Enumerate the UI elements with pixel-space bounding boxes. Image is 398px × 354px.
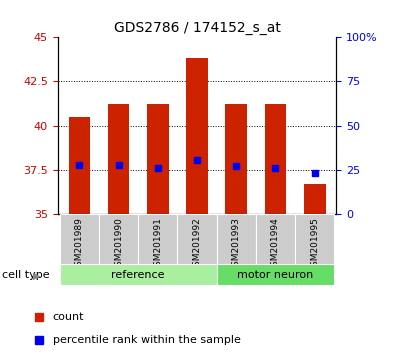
Bar	[147, 104, 169, 214]
Bar	[68, 117, 90, 214]
Text: GSM201992: GSM201992	[193, 217, 201, 272]
Bar	[217, 264, 334, 285]
Text: ▶: ▶	[33, 270, 41, 280]
Bar	[225, 104, 247, 214]
Text: reference: reference	[111, 270, 165, 280]
Bar	[265, 104, 286, 214]
Text: GSM201995: GSM201995	[310, 217, 319, 272]
Bar	[99, 214, 138, 264]
Text: GSM201991: GSM201991	[153, 217, 162, 272]
Text: GSM201993: GSM201993	[232, 217, 241, 272]
Text: GSM201990: GSM201990	[114, 217, 123, 272]
Bar	[295, 214, 334, 264]
Bar	[217, 214, 256, 264]
Bar	[256, 214, 295, 264]
Text: count: count	[53, 312, 84, 322]
Text: cell type: cell type	[2, 270, 50, 280]
Bar	[108, 104, 129, 214]
Bar	[60, 264, 217, 285]
Text: motor neuron: motor neuron	[237, 270, 314, 280]
Bar	[304, 184, 326, 214]
Bar	[60, 214, 99, 264]
Title: GDS2786 / 174152_s_at: GDS2786 / 174152_s_at	[113, 21, 281, 35]
Text: percentile rank within the sample: percentile rank within the sample	[53, 335, 241, 346]
Bar	[186, 58, 208, 214]
Bar	[178, 214, 217, 264]
Bar	[138, 214, 178, 264]
Text: GSM201994: GSM201994	[271, 217, 280, 272]
Text: GSM201989: GSM201989	[75, 217, 84, 272]
